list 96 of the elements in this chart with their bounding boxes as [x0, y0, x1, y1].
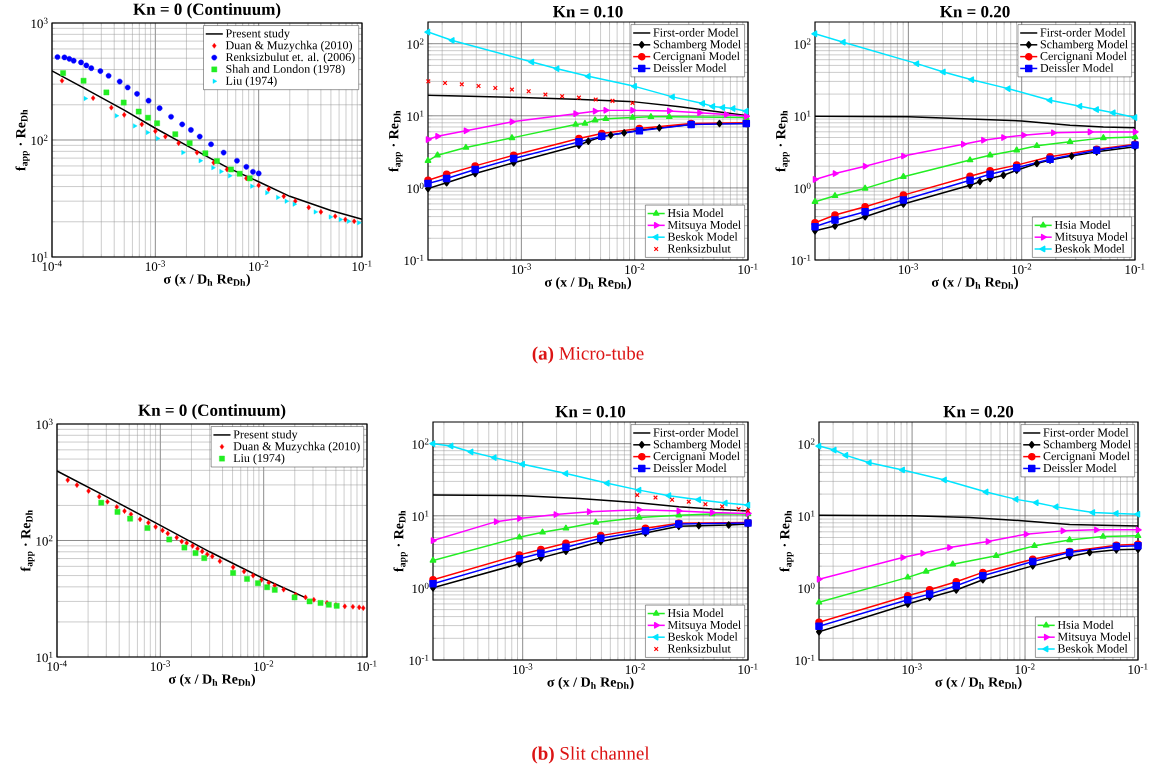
legend-label: Duan & Muzychka (2010): [233, 441, 360, 453]
legend-label: Mitsuya Model: [667, 220, 741, 232]
legend-label: Cercignani Model: [1040, 51, 1127, 63]
x-axis-title: σ (x / D$_{h}$ Re$_{Dh}$): [163, 273, 251, 287]
y-tick-label: 10$^{1}$: [794, 110, 811, 122]
legend-label: Liu (1974): [225, 76, 277, 88]
y-axis-title: f$_{app}$ · Re$_{Dh}$: [775, 110, 790, 172]
x-axis-title: σ (x / D$_{h}$ Re$_{Dh}$): [544, 276, 632, 290]
legend-label: Liu (1974): [233, 453, 285, 465]
legend-label: First-order Model: [1040, 28, 1126, 37]
x-tick-label: 10$^{-2}$: [625, 663, 645, 675]
x-tick-label: 10$^{-1}$: [1125, 263, 1145, 275]
x-tick-label: 10$^{-1}$: [352, 260, 372, 272]
legend-label: Schamberg Model: [653, 39, 741, 51]
legend-label: Deissler Model: [1043, 463, 1117, 472]
legend-label: Beskok Model: [667, 232, 738, 241]
x-tick-label: 10$^{-4}$: [42, 260, 62, 271]
y-tick-label: 10$^{1}$: [31, 251, 48, 263]
x-tick-label: 10$^{-4}$: [47, 660, 67, 671]
x-tick-label: 10$^{-3}$: [145, 260, 166, 272]
legend-label: Schamberg Model: [653, 439, 741, 451]
chart-title: Kn = 0 (Continuum): [138, 404, 286, 420]
x-tick-label: 10$^{-2}$: [625, 263, 645, 275]
x-axis-title: σ (x / D$_{h}$ Re$_{Dh}$): [935, 676, 1022, 690]
x-tick-label: 10$^{-3}$: [513, 663, 533, 675]
legend-label: First-order Model: [653, 428, 739, 437]
legend-label: Deissler Model: [653, 463, 727, 472]
x-tick-label: 10$^{-2}$: [1015, 663, 1035, 675]
text: (b) Slit channel: [532, 746, 650, 764]
y-tick-label: 10$^{3}$: [36, 418, 53, 430]
chart-title: Kn = 0.10: [555, 405, 626, 418]
x-tick-label: 10$^{-3}$: [150, 660, 171, 672]
chart-title: Kn = 0.10: [552, 5, 623, 18]
legend-label: Renksizbulut: [667, 644, 731, 653]
x-tick-label: 10$^{-3}$: [511, 263, 532, 275]
x-tick-label: 10$^{-2}$: [1012, 263, 1032, 275]
legend-label: Renksizbulut: [667, 244, 731, 253]
legend-label: Hsia Model: [1054, 220, 1111, 229]
y-tick-label: 10$^{2}$: [31, 134, 48, 146]
y-tick-label: 10$^{2}$: [412, 438, 429, 449]
y-tick-label: 10$^{1}$: [412, 510, 429, 522]
legend-label: Mitsuya Model: [1054, 232, 1128, 244]
legend-label: Deissler Model: [1040, 63, 1114, 72]
y-tick-label: 10$^{0}$: [794, 182, 811, 194]
legend-label: Shah and London (1978): [226, 64, 345, 76]
chart-title: Kn = 0 (Continuum): [133, 3, 281, 19]
legend-label: Hsia Model: [667, 608, 724, 618]
legend-label: Mitsuya Model: [1057, 632, 1131, 644]
legend-label: Hsia Model: [667, 208, 724, 218]
legend-label: Mitsuya Model: [667, 620, 741, 632]
y-tick-label: 10$^{3}$: [31, 17, 48, 29]
y-tick-label: 10$^{1}$: [407, 110, 424, 122]
y-axis-title: f$_{app}$ · Re$_{Dh}$: [15, 109, 30, 171]
chart-title: Kn = 0.20: [940, 5, 1010, 18]
x-tick-label: 10$^{-1}$: [738, 263, 758, 275]
y-axis-title: f$_{app}$ · Re$_{Dh}$: [388, 110, 403, 172]
x-axis-title: σ (x / D$_{h}$ Re$_{Dh}$): [547, 676, 634, 690]
legend-label: Deissler Model: [653, 63, 727, 72]
x-tick-label: 10$^{-3}$: [898, 263, 919, 275]
y-tick-label: 10$^{0}$: [798, 582, 815, 594]
x-tick-label: 10$^{-3}$: [902, 663, 922, 675]
y-tick-label: 10$^{2}$: [36, 535, 53, 546]
legend-label: Cercignani Model: [1043, 451, 1130, 463]
chart-title: Kn = 0.20: [943, 405, 1014, 418]
x-axis-title: σ (x / D$_{h}$ Re$_{Dh}$): [931, 276, 1019, 290]
x-tick-label: 10$^{-1}$: [357, 660, 377, 672]
legend-label: Schamberg Model: [1040, 39, 1128, 51]
legend-label: Cercignani Model: [653, 451, 740, 463]
y-axis-title: f$_{app}$ · Re$_{Dh}$: [779, 510, 794, 572]
legend-label: First-order Model: [653, 28, 739, 37]
x-tick-label: 10$^{-2}$: [249, 260, 269, 272]
x-tick-label: 10$^{-2}$: [254, 660, 274, 672]
y-axis-title: f$_{app}$ · Re$_{Dh}$: [393, 510, 408, 572]
legend-label: Present study: [225, 29, 290, 40]
legend-label: Duan & Muzychka (2010): [225, 40, 352, 52]
legend-label: Present study: [233, 430, 298, 441]
y-tick-label: 10$^{1}$: [36, 651, 53, 663]
legend-label: Schamberg Model: [1043, 439, 1131, 451]
y-tick-label: 10$^{2}$: [407, 38, 424, 49]
legend-label: Hsia Model: [1057, 620, 1114, 629]
text: (a) Micro-tube: [532, 346, 644, 364]
y-tick-label: 10$^{0}$: [407, 182, 424, 194]
y-axis-title: f$_{app}$ · Re$_{Dh}$: [20, 510, 35, 572]
legend-label: Cercignani Model: [653, 51, 740, 63]
y-tick-label: 10$^{2}$: [794, 38, 811, 49]
y-tick-label: 10$^{2}$: [798, 438, 815, 449]
y-tick-label: 10$^{1}$: [798, 510, 815, 522]
x-tick-label: 10$^{-1}$: [738, 663, 758, 675]
legend-label: Beskok Model: [667, 632, 738, 641]
legend-label: Renksizbulut et. al. (2006): [225, 52, 355, 64]
x-tick-label: 10$^{-1}$: [1128, 663, 1148, 675]
legend-label: Beskok Model: [1054, 244, 1125, 253]
legend-label: Beskok Model: [1057, 644, 1128, 653]
legend-label: First-order Model: [1043, 428, 1129, 437]
x-axis-title: σ (x / D$_{h}$ Re$_{Dh}$): [168, 673, 256, 687]
y-tick-label: 10$^{0}$: [412, 582, 429, 594]
